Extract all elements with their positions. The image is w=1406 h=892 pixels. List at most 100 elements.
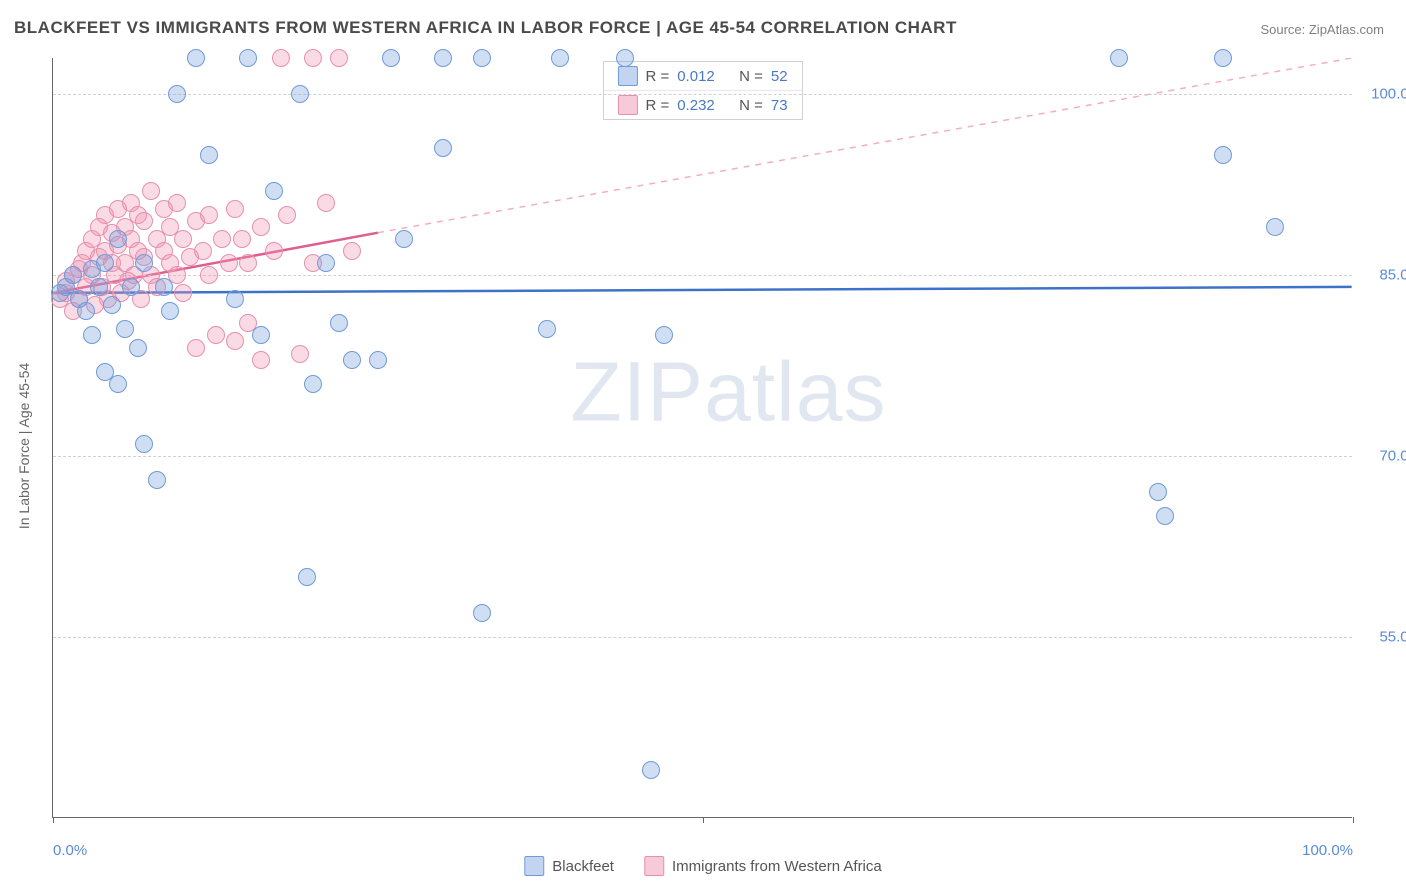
scatter-point — [252, 351, 270, 369]
scatter-point — [64, 266, 82, 284]
x-tick — [703, 817, 704, 823]
legend-item-immigrants: Immigrants from Western Africa — [644, 856, 882, 876]
y-tick-label: 55.0% — [1362, 629, 1406, 646]
scatter-point — [109, 375, 127, 393]
n-value: 52 — [771, 68, 788, 85]
grid-line — [53, 637, 1352, 638]
scatter-point — [642, 761, 660, 779]
scatter-point — [434, 139, 452, 157]
scatter-point — [252, 218, 270, 236]
scatter-point — [330, 49, 348, 67]
x-tick-label: 100.0% — [1302, 842, 1353, 859]
scatter-point — [116, 320, 134, 338]
scatter-point — [291, 345, 309, 363]
trend-lines — [53, 58, 1352, 817]
scatter-point — [298, 568, 316, 586]
scatter-point — [616, 49, 634, 67]
scatter-point — [239, 254, 257, 272]
scatter-point — [272, 49, 290, 67]
scatter-point — [291, 85, 309, 103]
watermark-bold: ZIP — [570, 344, 704, 438]
scatter-point — [265, 242, 283, 260]
swatch-immigrants — [617, 95, 637, 115]
scatter-point — [226, 332, 244, 350]
n-value: 73 — [771, 97, 788, 114]
scatter-point — [1156, 507, 1174, 525]
scatter-point — [155, 278, 173, 296]
scatter-point — [148, 471, 166, 489]
scatter-point — [330, 314, 348, 332]
scatter-point — [538, 320, 556, 338]
scatter-point — [135, 212, 153, 230]
scatter-point — [129, 339, 147, 357]
scatter-point — [103, 296, 121, 314]
x-tick-label: 0.0% — [53, 842, 87, 859]
legend-item-blackfeet: Blackfeet — [524, 856, 614, 876]
chart-title: BLACKFEET VS IMMIGRANTS FROM WESTERN AFR… — [14, 18, 957, 38]
scatter-point — [239, 49, 257, 67]
scatter-point — [220, 254, 238, 272]
scatter-point — [304, 49, 322, 67]
swatch-blackfeet — [617, 66, 637, 86]
scatter-point — [96, 254, 114, 272]
x-tick — [1353, 817, 1354, 823]
source-label: Source: ZipAtlas.com — [1260, 22, 1384, 37]
n-label: N = — [739, 97, 763, 114]
scatter-point — [343, 351, 361, 369]
scatter-point — [278, 206, 296, 224]
scatter-point — [395, 230, 413, 248]
scatter-point — [473, 49, 491, 67]
y-tick-label: 100.0% — [1362, 86, 1406, 103]
legend-label: Blackfeet — [552, 858, 614, 875]
scatter-point — [142, 182, 160, 200]
r-value: 0.012 — [677, 68, 715, 85]
scatter-point — [90, 278, 108, 296]
scatter-point — [135, 254, 153, 272]
y-tick-label: 85.0% — [1362, 267, 1406, 284]
r-label: R = — [645, 68, 669, 85]
legend-row-a: R = 0.012 N = 52 — [603, 62, 801, 90]
scatter-point — [122, 278, 140, 296]
scatter-point — [655, 326, 673, 344]
x-tick — [53, 817, 54, 823]
scatter-point — [174, 230, 192, 248]
n-label: N = — [739, 68, 763, 85]
scatter-point — [382, 49, 400, 67]
scatter-point — [168, 194, 186, 212]
scatter-point — [304, 375, 322, 393]
scatter-point — [213, 230, 231, 248]
scatter-point — [1110, 49, 1128, 67]
scatter-point — [161, 302, 179, 320]
scatter-point — [194, 242, 212, 260]
legend-correlation: R = 0.012 N = 52 R = 0.232 N = 73 — [602, 61, 802, 120]
scatter-point — [473, 604, 491, 622]
watermark-thin: atlas — [704, 344, 886, 438]
scatter-point — [551, 49, 569, 67]
scatter-point — [83, 326, 101, 344]
scatter-point — [200, 206, 218, 224]
scatter-point — [265, 182, 283, 200]
y-tick-label: 70.0% — [1362, 448, 1406, 465]
r-value: 0.232 — [677, 97, 715, 114]
scatter-point — [200, 266, 218, 284]
scatter-point — [168, 85, 186, 103]
scatter-point — [207, 326, 225, 344]
scatter-point — [317, 194, 335, 212]
grid-line — [53, 456, 1352, 457]
y-axis-label: In Labor Force | Age 45-54 — [16, 363, 32, 529]
grid-line — [53, 94, 1352, 95]
watermark: ZIPatlas — [570, 343, 886, 440]
scatter-point — [1266, 218, 1284, 236]
scatter-point — [135, 435, 153, 453]
trend-line — [53, 287, 1351, 293]
scatter-point — [200, 146, 218, 164]
scatter-point — [109, 230, 127, 248]
scatter-point — [1214, 49, 1232, 67]
scatter-point — [174, 284, 192, 302]
scatter-plot: ZIPatlas R = 0.012 N = 52 R = 0.232 N = … — [52, 58, 1352, 818]
swatch-immigrants-icon — [644, 856, 664, 876]
scatter-point — [369, 351, 387, 369]
r-label: R = — [645, 97, 669, 114]
scatter-point — [187, 339, 205, 357]
scatter-point — [434, 49, 452, 67]
